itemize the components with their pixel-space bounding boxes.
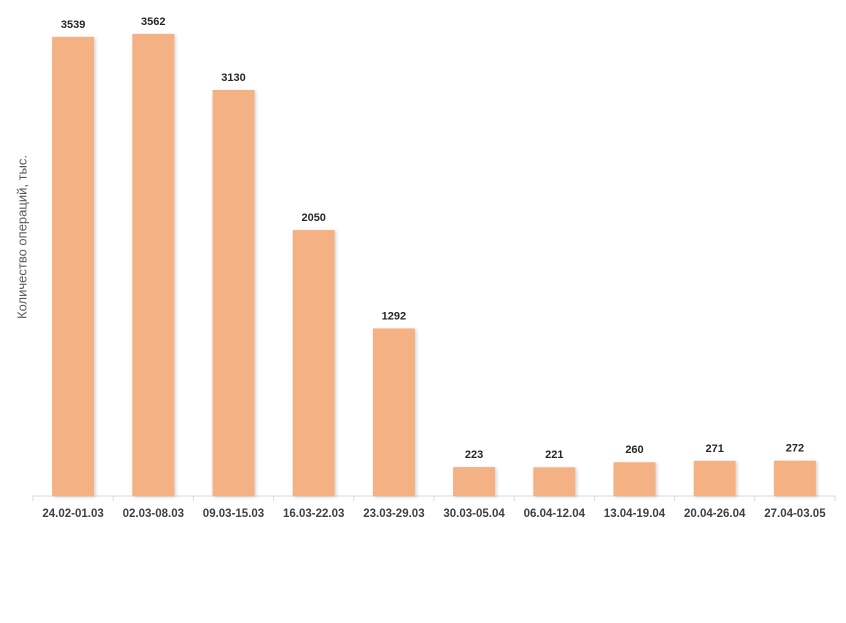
x-tick-label: 20.04-26.04 [684, 508, 746, 520]
value-label: 221 [545, 449, 563, 461]
bar [212, 89, 255, 496]
bar [52, 36, 95, 496]
bar [693, 460, 736, 496]
bar [533, 467, 576, 496]
bar [292, 230, 335, 496]
x-tick-label: 06.04-12.04 [524, 508, 586, 520]
bar [613, 462, 656, 496]
x-tick-label: 24.02-01.03 [42, 508, 103, 520]
value-label: 3562 [141, 16, 165, 28]
value-label: 3539 [61, 19, 85, 31]
x-tick-label: 16.03-22.03 [283, 508, 344, 520]
y-axis-label: Количество операций, тыс. [14, 155, 29, 319]
bar [132, 33, 175, 496]
bar [773, 460, 816, 496]
x-tick-label: 09.03-15.03 [203, 508, 264, 520]
value-label: 1292 [382, 310, 406, 322]
value-label: 271 [706, 443, 724, 455]
value-label: 223 [465, 449, 483, 461]
bar [372, 328, 415, 496]
value-label: 2050 [301, 212, 325, 224]
value-label: 260 [625, 444, 643, 456]
bar [453, 467, 496, 496]
x-tick-label: 13.04-19.04 [604, 508, 666, 520]
x-tick-label: 23.03-29.03 [363, 508, 424, 520]
value-label: 3130 [221, 72, 245, 84]
x-tick-label: 30.03-05.04 [443, 508, 505, 520]
x-tick-label: 27.04-03.05 [764, 508, 826, 520]
x-tick-label: 02.03-08.03 [123, 508, 184, 520]
value-label: 272 [786, 443, 804, 455]
